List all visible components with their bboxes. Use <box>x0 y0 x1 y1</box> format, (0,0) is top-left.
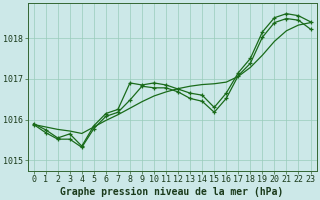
X-axis label: Graphe pression niveau de la mer (hPa): Graphe pression niveau de la mer (hPa) <box>60 186 284 197</box>
